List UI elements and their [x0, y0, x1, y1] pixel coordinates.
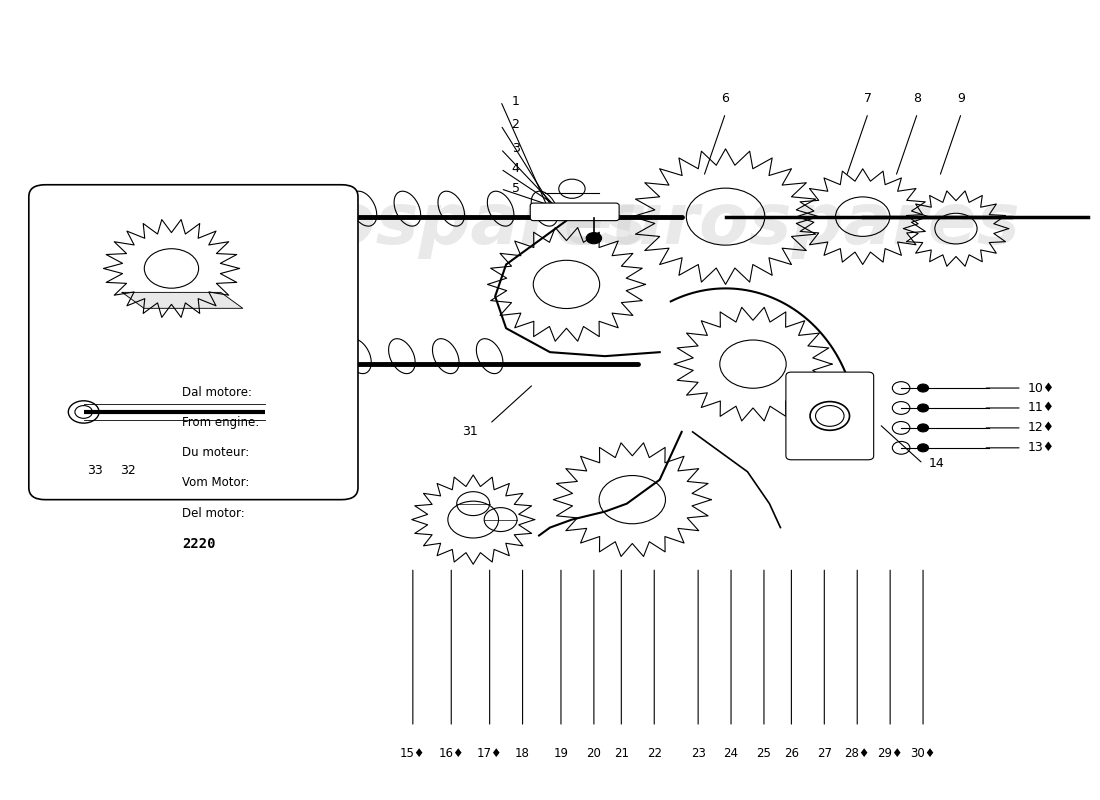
Text: 14: 14 [928, 458, 944, 470]
Circle shape [917, 424, 928, 432]
Text: 2: 2 [512, 118, 519, 131]
Text: 20: 20 [586, 746, 602, 760]
Text: 2220: 2220 [183, 537, 216, 550]
Text: 1: 1 [512, 94, 519, 107]
Text: 21: 21 [614, 746, 629, 760]
Text: 19: 19 [553, 746, 569, 760]
Text: 32: 32 [120, 464, 135, 477]
Text: 6: 6 [722, 92, 729, 105]
Text: 5: 5 [512, 182, 519, 195]
FancyBboxPatch shape [785, 372, 873, 460]
Text: 18: 18 [515, 746, 530, 760]
Text: Du moteur:: Du moteur: [183, 446, 250, 459]
Text: 8: 8 [914, 92, 922, 105]
Text: eurospares: eurospares [563, 190, 1020, 259]
Text: 25: 25 [757, 746, 771, 760]
Text: 9: 9 [957, 92, 966, 105]
FancyBboxPatch shape [29, 185, 358, 500]
Text: 16♦: 16♦ [439, 746, 464, 760]
Text: Dal motore:: Dal motore: [183, 386, 252, 398]
Polygon shape [122, 292, 243, 308]
Text: 17♦: 17♦ [477, 746, 503, 760]
Text: Vom Motor:: Vom Motor: [183, 477, 250, 490]
Text: 7: 7 [865, 92, 872, 105]
Text: 3: 3 [512, 142, 519, 155]
Text: 12♦: 12♦ [1027, 422, 1054, 434]
Text: 11♦: 11♦ [1027, 402, 1054, 414]
Text: 26: 26 [784, 746, 799, 760]
Text: Del motor:: Del motor: [183, 506, 245, 520]
Circle shape [917, 384, 928, 392]
Text: 23: 23 [691, 746, 705, 760]
Text: 13♦: 13♦ [1027, 442, 1054, 454]
Text: 28♦: 28♦ [845, 746, 870, 760]
Text: 29♦: 29♦ [878, 746, 903, 760]
Text: 31: 31 [462, 426, 478, 438]
Text: 15♦: 15♦ [400, 746, 426, 760]
Text: 4: 4 [512, 162, 519, 175]
Circle shape [917, 404, 928, 412]
Text: 24: 24 [724, 746, 738, 760]
Circle shape [917, 444, 928, 452]
Text: 30♦: 30♦ [911, 746, 936, 760]
Text: From engine:: From engine: [183, 416, 260, 429]
Text: 22: 22 [647, 746, 662, 760]
Text: 27: 27 [817, 746, 832, 760]
Circle shape [586, 233, 602, 244]
Text: 10♦: 10♦ [1027, 382, 1055, 394]
Text: eurospares: eurospares [190, 190, 647, 259]
FancyBboxPatch shape [530, 203, 619, 221]
Text: 33: 33 [87, 464, 102, 477]
